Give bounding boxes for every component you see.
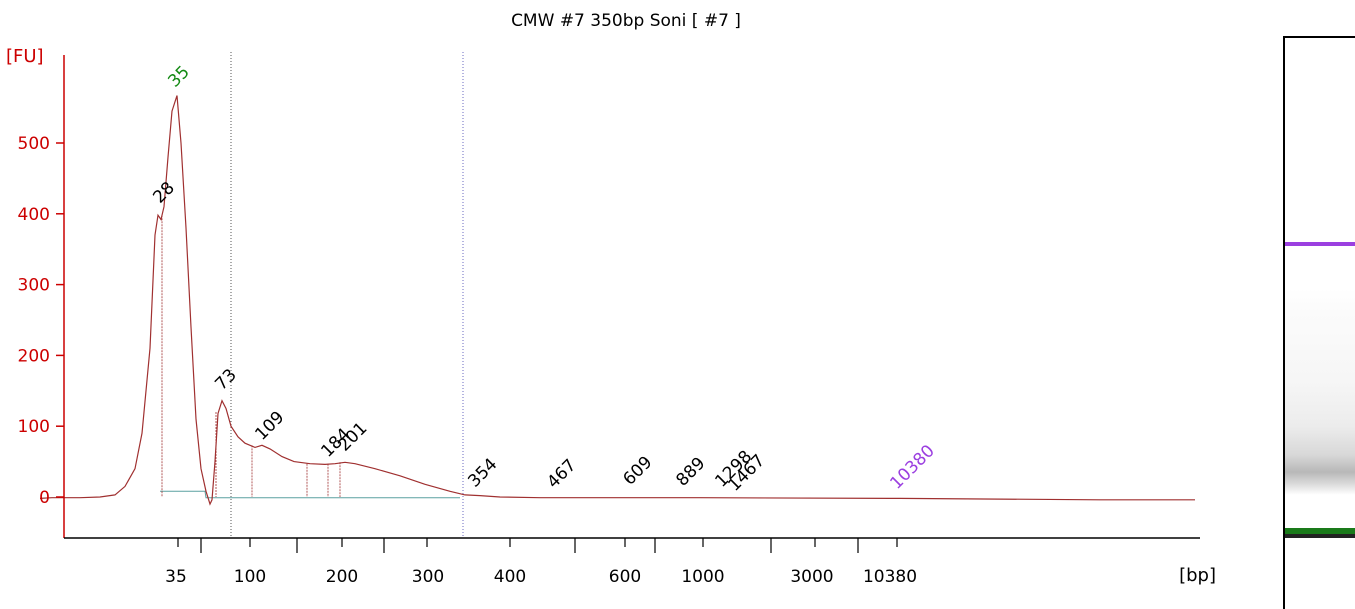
- gel-lower-dark-band: [1285, 534, 1355, 538]
- y-tick-label: 200: [18, 346, 50, 366]
- x-tick-label: 200: [326, 567, 358, 587]
- gel-upper-marker-band: [1285, 242, 1355, 246]
- peak-label: 354: [464, 454, 501, 491]
- plot-area: 0 100 200 300 400 500 35 100 200 300: [18, 52, 1200, 587]
- y-tick-label: 0: [39, 488, 50, 508]
- peak-label: 10380: [886, 441, 938, 493]
- x-axis-ticks: [177, 538, 898, 553]
- x-tick-label: 600: [609, 567, 641, 587]
- baseline-line: [160, 490, 460, 499]
- x-tick-label: 10380: [863, 567, 917, 587]
- x-tick-label: 35: [165, 567, 187, 587]
- chart-title: CMW #7 350bp Soni [ #7 ]: [511, 11, 741, 31]
- peak-label: 35: [164, 62, 193, 91]
- y-tick-label: 500: [18, 134, 50, 154]
- peak-label: 609: [619, 452, 656, 489]
- sizing-trace-line: [39, 95, 1195, 506]
- gel-lower-marker-band: [1285, 528, 1355, 534]
- y-axis-label: [FU]: [6, 46, 44, 67]
- gel-image-lane: [1283, 36, 1355, 609]
- peak-label: 467: [543, 455, 580, 492]
- y-axis-ticks: 0 100 200 300 400 500: [18, 134, 64, 508]
- y-tick-label: 300: [18, 276, 50, 296]
- peak-label: 109: [251, 407, 288, 444]
- x-tick-label: 300: [412, 567, 444, 587]
- y-tick-label: 100: [18, 417, 50, 437]
- x-tick-label: 3000: [790, 567, 833, 587]
- peak-label: 73: [211, 365, 240, 394]
- x-tick-label: 400: [494, 567, 526, 587]
- peak-label: 889: [672, 453, 709, 490]
- y-tick-label: 400: [18, 205, 50, 225]
- x-tick-label: 100: [234, 567, 266, 587]
- peak-labels: 28 35 73 109 184 201 354 467 609 889 129…: [149, 62, 938, 495]
- x-tick-labels: 35 100 200 300 400 600 1000 3000 10380: [165, 567, 917, 587]
- x-tick-label: 1000: [681, 567, 724, 587]
- peak-label: 28: [149, 178, 178, 207]
- x-axis-label: [bp]: [1179, 565, 1216, 586]
